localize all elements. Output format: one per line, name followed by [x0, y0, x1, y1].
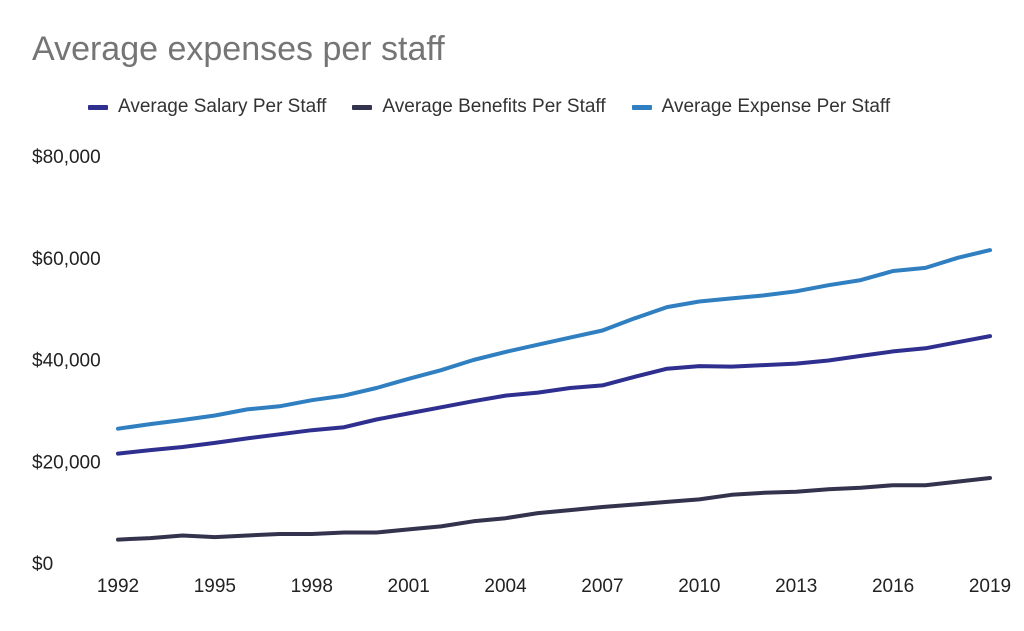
legend-item-expense: Average Expense Per Staff	[631, 96, 891, 118]
x-tick-label: 1995	[194, 576, 236, 597]
x-tick-label: 1992	[97, 576, 139, 597]
legend-item-benefits: Average Benefits Per Staff	[352, 96, 606, 118]
chart-title: Average expenses per staff	[32, 30, 445, 68]
y-tick-label: $60,000	[32, 249, 101, 270]
y-tick-label: $40,000	[32, 351, 101, 372]
legend-swatch-salary	[88, 104, 108, 110]
legend-swatch-benefits	[352, 104, 373, 110]
x-tick-label: 2004	[484, 576, 527, 597]
series-line-1	[116, 476, 992, 542]
y-tick-label: $0	[32, 554, 53, 575]
x-tick-label: 2001	[388, 576, 430, 597]
legend-label-benefits: Average Benefits Per Staff	[382, 96, 606, 117]
series-line-0	[116, 334, 992, 456]
series-line-2	[116, 248, 992, 431]
x-tick-label: 1998	[291, 576, 333, 597]
legend: Average Salary Per Staff Average Benefit…	[88, 96, 890, 118]
x-tick-label: 2010	[678, 576, 720, 597]
legend-item-salary: Average Salary Per Staff	[88, 96, 326, 118]
legend-swatch-expense	[631, 104, 652, 110]
y-tick-label: $20,000	[32, 452, 101, 473]
x-tick-label: 2016	[872, 576, 914, 597]
legend-label-expense: Average Expense Per Staff	[661, 96, 891, 117]
x-tick-label: 2013	[775, 576, 817, 597]
x-tick-label: 2019	[969, 576, 1011, 597]
y-tick-label: $80,000	[32, 147, 101, 168]
x-tick-label: 2007	[581, 576, 623, 597]
legend-label-salary: Average Salary Per Staff	[118, 96, 327, 117]
